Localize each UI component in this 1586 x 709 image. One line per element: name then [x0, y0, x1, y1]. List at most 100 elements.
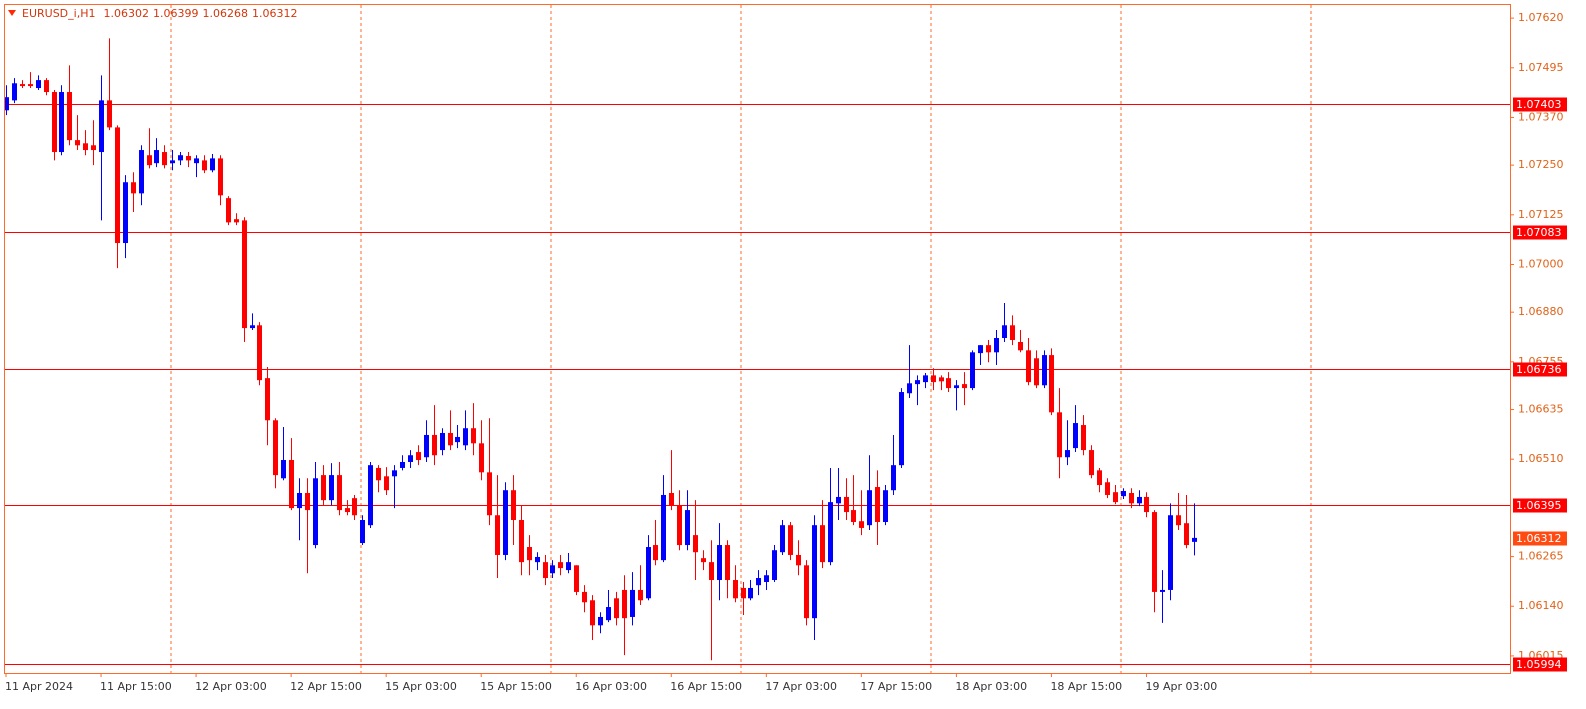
- candle-body: [1049, 355, 1054, 413]
- candle-body: [59, 92, 64, 153]
- x-tick-label: 11 Apr 2024: [5, 680, 73, 693]
- candle-body: [170, 160, 175, 164]
- candle-body: [281, 460, 286, 479]
- y-tick-label: 1.06880: [1518, 305, 1564, 318]
- x-tick-label: 15 Apr 15:00: [480, 680, 552, 693]
- candle-body: [479, 443, 484, 473]
- y-tick-label: 1.07250: [1518, 158, 1564, 171]
- candle-body: [661, 494, 666, 561]
- candle-body: [590, 600, 595, 626]
- x-tick-label: 15 Apr 03:00: [385, 680, 457, 693]
- candle-body: [234, 219, 239, 223]
- candle-body: [1105, 482, 1110, 495]
- candle-body: [202, 160, 207, 171]
- level-label: 1.06736: [1516, 363, 1562, 376]
- candle-body: [638, 589, 643, 601]
- candle-body: [448, 432, 453, 446]
- candle-body: [242, 220, 247, 329]
- candle-body: [83, 143, 88, 151]
- candle-body: [305, 492, 310, 511]
- candle-body: [685, 510, 690, 546]
- price-box: [1513, 531, 1567, 546]
- price-label: 1.06312: [1516, 532, 1562, 545]
- level-box: [1513, 97, 1567, 112]
- candle-body: [970, 352, 975, 389]
- y-tick-label: 1.07125: [1518, 208, 1564, 221]
- candle-body: [543, 562, 548, 579]
- candle-body: [796, 554, 801, 566]
- chart-title: EURUSD_i,H1: [22, 7, 95, 20]
- candle-body: [931, 375, 936, 383]
- candle-body: [115, 127, 120, 244]
- header-close: 1.06312: [252, 7, 298, 20]
- candle-body: [1010, 325, 1015, 340]
- candle-body: [455, 436, 460, 443]
- candle-body: [1026, 350, 1031, 383]
- candle-body: [780, 525, 785, 553]
- plot-border: [4, 4, 1511, 674]
- header-open: 1.06302: [103, 7, 149, 20]
- candle-body: [154, 150, 159, 164]
- candle-body: [273, 420, 278, 476]
- candle-body: [67, 92, 72, 141]
- y-tick-label: 1.06265: [1518, 550, 1564, 563]
- candle-body: [978, 345, 983, 354]
- y-tick-label: 1.07370: [1518, 110, 1564, 123]
- candle-body: [1152, 512, 1157, 592]
- chart-header: EURUSD_i,H1 1.06302 1.06399 1.06268 1.06312: [22, 7, 297, 20]
- candle-body: [859, 521, 864, 528]
- candle-body: [440, 432, 445, 451]
- candle-body: [392, 470, 397, 477]
- candle-body: [20, 84, 25, 87]
- candle-body: [432, 434, 437, 456]
- level-label: 1.07083: [1516, 226, 1562, 239]
- y-tick-label: 1.06140: [1518, 599, 1564, 612]
- candle-body: [52, 92, 57, 153]
- candle-body: [1042, 355, 1047, 386]
- candle-body: [313, 478, 318, 546]
- candle-body: [701, 558, 706, 563]
- candle-body: [891, 465, 896, 491]
- candle-body: [994, 338, 999, 353]
- x-tick-label: 19 Apr 03:00: [1145, 680, 1217, 693]
- candle-body: [463, 428, 468, 446]
- candle-body: [297, 492, 302, 509]
- candle-body: [139, 150, 144, 194]
- candle-body: [99, 100, 104, 153]
- level-box: [1513, 225, 1567, 240]
- candle-body: [669, 492, 674, 506]
- candle-body: [1168, 515, 1173, 590]
- candle-body: [1129, 492, 1134, 504]
- candle-body: [257, 325, 262, 381]
- candle-body: [788, 525, 793, 555]
- x-tick-label: 16 Apr 15:00: [670, 680, 742, 693]
- candle-body: [91, 145, 96, 151]
- candle-body: [804, 565, 809, 619]
- candle-body: [899, 392, 904, 466]
- candle-body: [828, 502, 833, 563]
- candle-body: [1144, 496, 1149, 513]
- candle-body: [986, 345, 991, 353]
- candle-body: [1192, 537, 1197, 542]
- candle-body: [566, 562, 571, 571]
- candle-body: [677, 505, 682, 546]
- candle-body: [622, 589, 627, 619]
- levels: [4, 104, 1510, 665]
- candle-body: [725, 545, 730, 581]
- candle-body: [131, 182, 136, 194]
- level-box: [1513, 362, 1567, 377]
- candle-body: [598, 616, 603, 626]
- menu-triangle: [8, 10, 16, 16]
- candle-body: [764, 575, 769, 582]
- x-tick-label: 11 Apr 15:00: [100, 680, 172, 693]
- candle-body: [345, 508, 350, 513]
- x-tick-label: 18 Apr 03:00: [955, 680, 1027, 693]
- candle-body: [1018, 341, 1023, 351]
- candle-body: [1065, 450, 1070, 458]
- x-tick-label: 18 Apr 15:00: [1050, 680, 1122, 693]
- header-high: 1.06399: [153, 7, 199, 20]
- candle-body: [614, 598, 619, 619]
- candle-body: [400, 461, 405, 468]
- candle-body: [376, 467, 381, 481]
